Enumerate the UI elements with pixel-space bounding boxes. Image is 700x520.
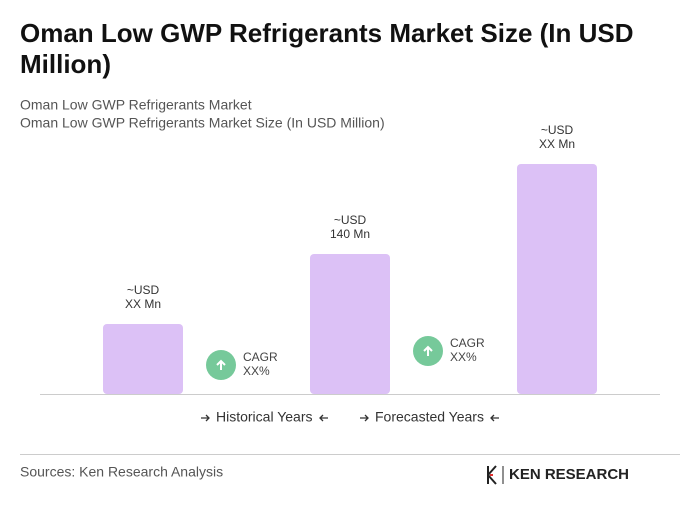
cagr-label: XX% [243, 364, 270, 378]
bar [517, 164, 597, 394]
value-label: 140 Mn [330, 227, 370, 241]
value-label: XX Mn [125, 297, 161, 311]
brand-logo [487, 465, 504, 485]
cagr-arrow [216, 359, 226, 370]
cagr-label: XX% [450, 350, 477, 364]
brand: KEN RESEARCH [509, 466, 629, 483]
chart-title: Oman Low GWP Refrigerants Market Size (I… [20, 18, 634, 79]
value-label: XX Mn [539, 137, 575, 151]
legend-label: Forecasted Years [375, 409, 484, 425]
value-label: ~USD [541, 123, 574, 137]
value-label: ~USD [334, 213, 367, 227]
legend-label: Historical Years [216, 409, 313, 425]
value-label: ~USD [127, 283, 160, 297]
legend [201, 414, 499, 422]
subtitle: Oman Low GWP Refrigerants Market Size (I… [20, 115, 385, 131]
cagr-label: CAGR [450, 336, 485, 350]
cagr-label: CAGR [243, 350, 278, 364]
bar [310, 254, 390, 394]
subtitle: Oman Low GWP Refrigerants Market [20, 97, 252, 113]
bar [103, 324, 183, 394]
source: Sources: Ken Research Analysis [20, 464, 223, 480]
cagr-arrow [423, 345, 433, 356]
